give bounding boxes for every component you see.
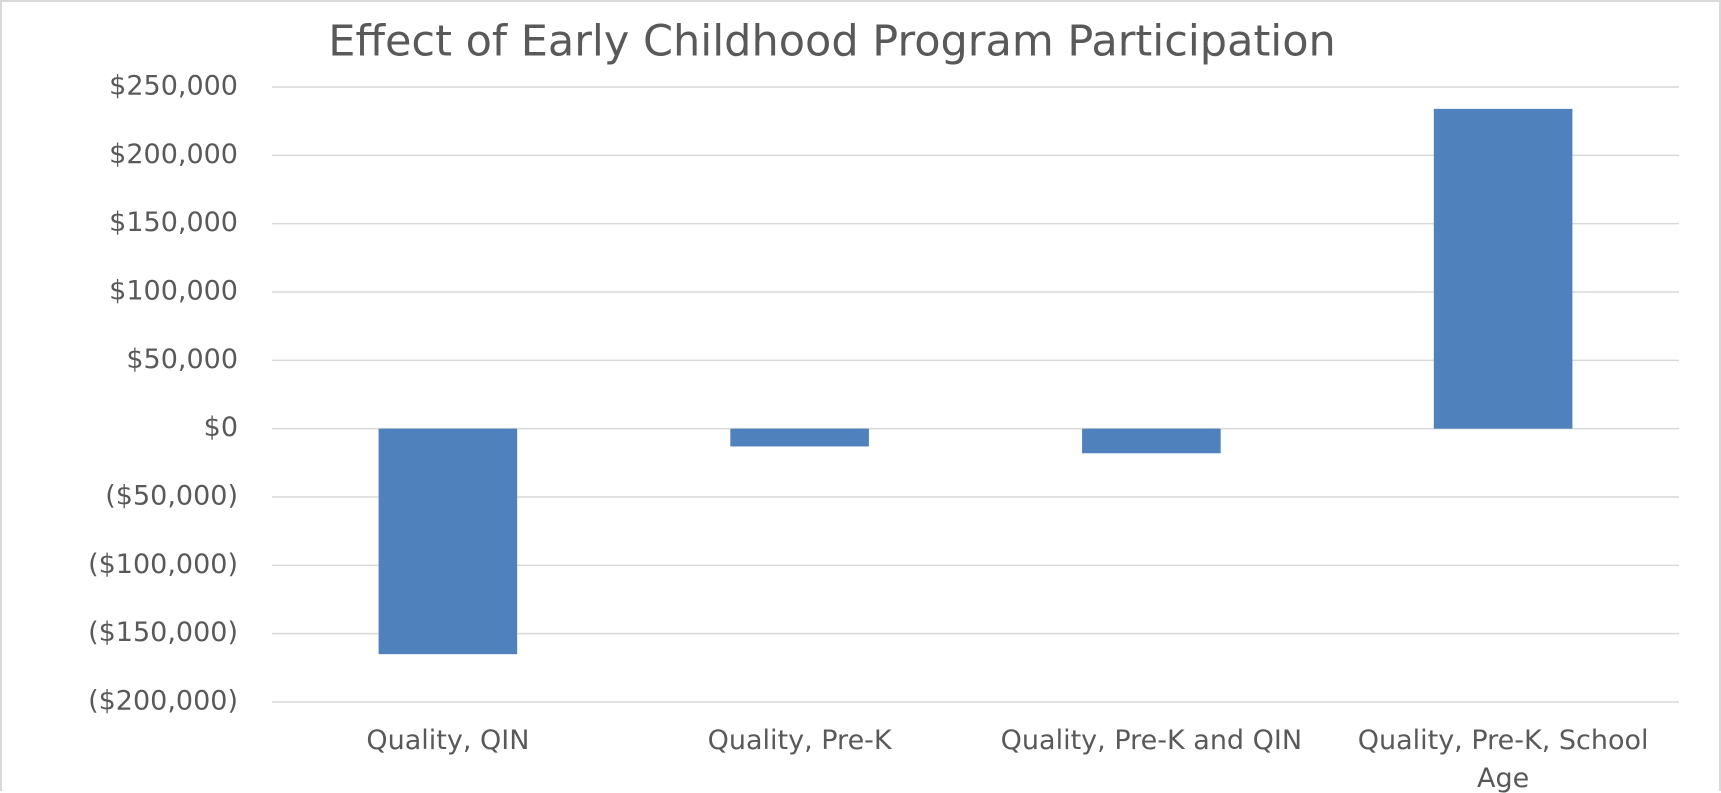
y-tick-label: $250,000 <box>109 71 238 102</box>
y-tick-label: $50,000 <box>126 344 238 375</box>
y-tick-label: ($100,000) <box>88 549 238 580</box>
chart-title: Effect of Early Childhood Program Partic… <box>328 17 1336 67</box>
x-tick-label: Quality, Pre-K <box>707 725 892 756</box>
y-tick-label: ($200,000) <box>88 686 238 717</box>
x-tick-label: Quality, Pre-K and QIN <box>1000 725 1303 756</box>
y-tick-label: $100,000 <box>109 276 238 307</box>
y-tick-label: $0 <box>204 412 238 443</box>
bar <box>730 428 869 447</box>
bar <box>1433 108 1573 429</box>
y-tick-label: ($50,000) <box>105 481 238 512</box>
y-tick-label: $150,000 <box>109 207 238 238</box>
y-tick-label: ($150,000) <box>88 617 238 648</box>
x-tick-label: Quality, Pre-K, School Age <box>1357 725 1649 793</box>
x-tick-label: Quality, QIN <box>366 725 530 756</box>
bar <box>378 428 518 655</box>
y-tick-label: $200,000 <box>109 139 238 170</box>
bar <box>1082 428 1221 454</box>
